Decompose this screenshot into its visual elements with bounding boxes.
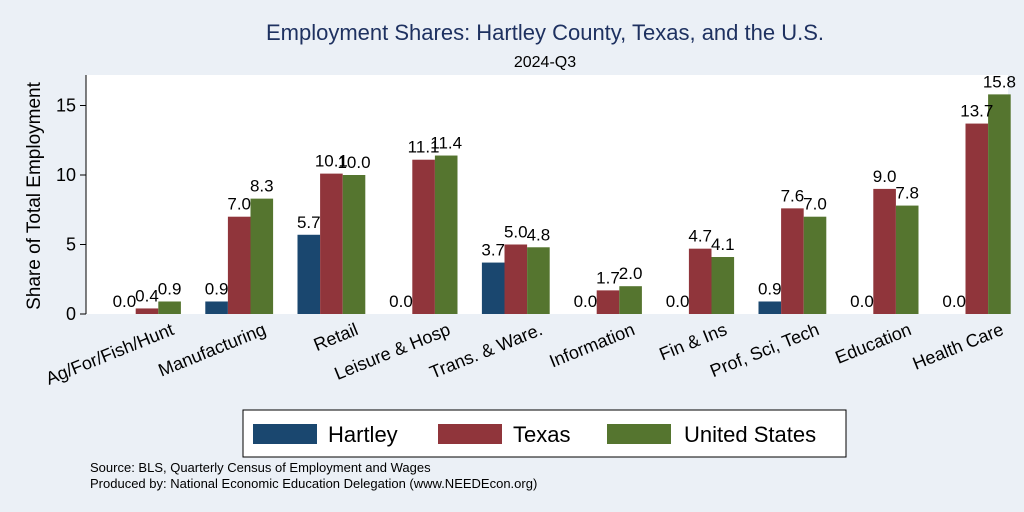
data-label-hartley: 0.0 [850,292,874,311]
data-label-united-states: 11.4 [430,134,462,153]
bar-texas [781,208,804,314]
y-tick-label: 0 [66,304,76,324]
category-label: Information [547,319,638,371]
data-label-united-states: 7.0 [803,195,827,214]
bar-united-states [988,94,1011,314]
bar-united-states [619,286,642,314]
data-label-texas: 11.1 [408,138,440,157]
data-label-hartley: 5.7 [297,213,321,232]
data-label-hartley: 0.9 [758,279,782,298]
bar-united-states [342,175,366,314]
data-label-texas: 10.1 [315,152,348,171]
data-label-hartley: 0.0 [574,292,598,311]
bar-united-states [250,198,274,314]
category-label: Health Care [910,319,1007,374]
bar-united-states [803,216,827,314]
category-label: Retail [311,319,361,355]
bar-texas [135,308,159,314]
data-label-texas: 7.6 [781,186,805,205]
data-label-texas: 4.7 [688,227,712,246]
bar-texas [504,244,528,314]
legend-label-united-states: United States [684,422,816,447]
data-label-hartley: 0.0 [389,292,413,311]
data-label-hartley: 0.0 [666,292,690,311]
data-label-hartley: 0.0 [113,292,137,311]
data-label-united-states: 4.1 [711,235,735,254]
data-label-hartley: 0.9 [205,279,229,298]
legend-swatch-hartley [253,424,317,444]
bar-united-states [434,155,458,314]
bar-texas [320,173,343,314]
y-tick-label: 15 [56,96,76,116]
bars [135,94,1011,314]
category-label: Education [832,319,914,368]
data-label-united-states: 15.8 [983,72,1016,91]
data-label-texas: 13.7 [960,102,993,121]
bar-texas [412,159,435,314]
data-label-hartley: 0.0 [942,292,966,311]
bar-texas [688,248,712,314]
bar-hartley [758,301,782,314]
bar-united-states [895,205,919,314]
data-label-texas: 1.7 [596,268,620,287]
y-axis-label: Share of Total Employment [24,81,45,309]
bar-hartley [481,262,505,314]
chart-subtitle: 2024-Q3 [514,54,576,71]
bar-hartley [205,301,228,314]
data-label-united-states: 10.0 [337,153,370,172]
legend-label-hartley: Hartley [328,422,398,447]
data-label-united-states: 0.9 [158,279,182,298]
bar-united-states [711,257,735,314]
legend: Hartley Texas United States [242,409,847,458]
legend-label-texas: Texas [513,422,570,447]
data-label-texas: 0.4 [135,286,159,305]
data-label-texas: 7.0 [227,195,251,214]
bar-texas [965,123,989,314]
legend-box [242,409,847,458]
produced-by-note: Produced by: National Economic Education… [90,476,537,491]
category-label: Ag/For/Fish/Hunt [43,319,177,389]
data-label-united-states: 4.8 [527,225,551,244]
data-label-texas: 9.0 [873,167,897,186]
legend-swatch-united-states [607,424,671,444]
y-tick-label: 5 [66,235,76,255]
data-label-united-states: 8.3 [250,177,274,196]
y-tick-label: 10 [56,165,76,185]
data-label-hartley: 3.7 [481,241,505,260]
data-label-texas: 5.0 [504,223,528,242]
data-label-united-states: 7.8 [895,184,919,203]
bar-united-states [527,247,550,314]
legend-swatch-texas [438,424,502,444]
source-note: Source: BLS, Quarterly Census of Employm… [90,460,431,475]
bar-texas [227,216,251,314]
data-label-united-states: 2.0 [619,264,643,283]
y-ticks: 0 5 10 15 [56,96,86,324]
bar-hartley [297,234,321,314]
chart-title: Employment Shares: Hartley County, Texas… [266,20,824,45]
bar-united-states [158,301,181,314]
bar-texas [873,188,896,314]
bar-texas [596,290,620,314]
data-labels: 0.00.40.9 0.97.08.35.710.110.00.011.111.4… [113,72,1016,311]
